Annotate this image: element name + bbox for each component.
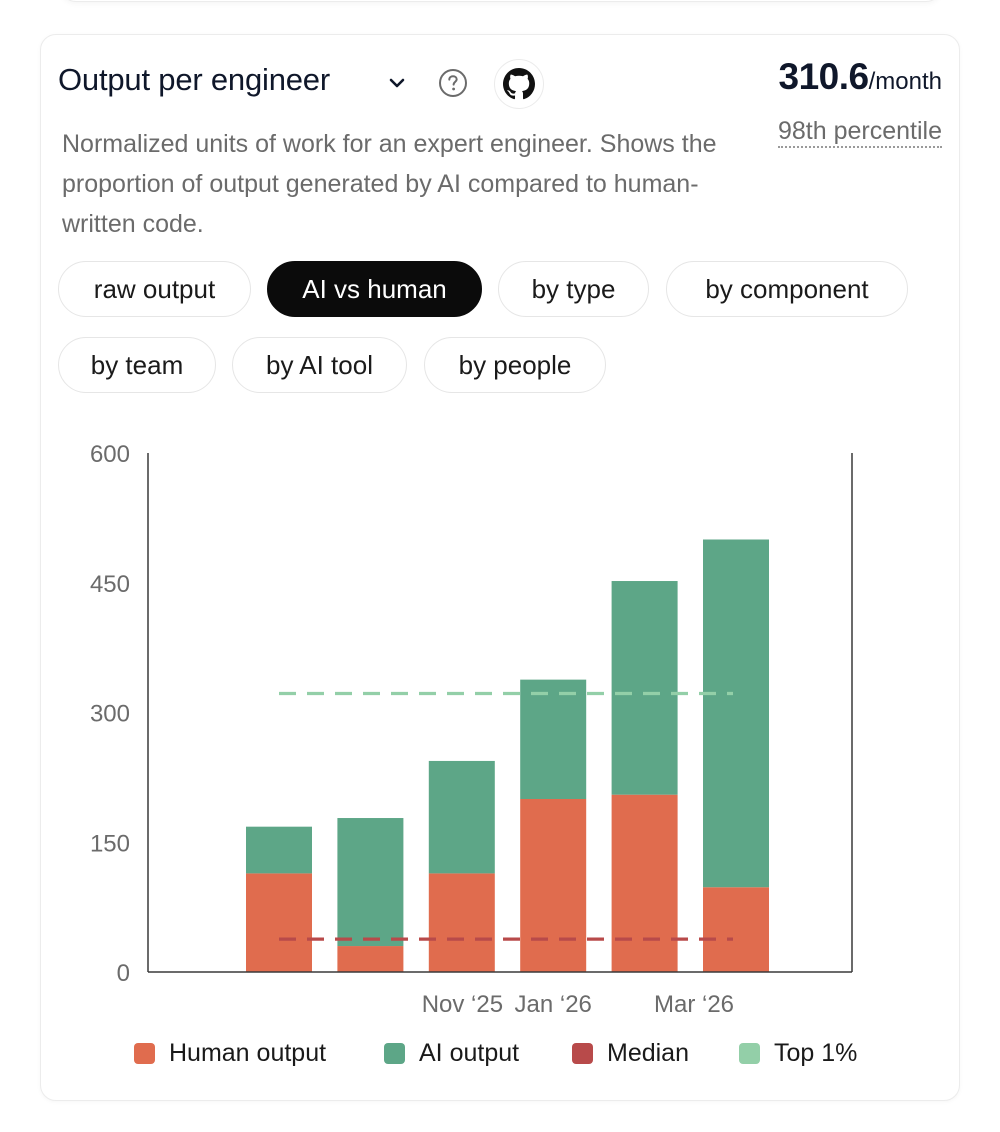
- bar-ai-output: [246, 826, 312, 874]
- legend-label: AI output: [419, 1038, 520, 1067]
- github-button[interactable]: [494, 59, 544, 109]
- tab-raw-output[interactable]: raw output: [58, 261, 251, 317]
- legend-swatch-median: [572, 1042, 593, 1064]
- bar-ai-output: [611, 581, 678, 795]
- y-tick-label: 450: [90, 571, 130, 598]
- bar-human-output: [337, 946, 404, 972]
- bar-ai-output: [703, 539, 769, 888]
- percentile-link[interactable]: 98th percentile: [777, 116, 942, 148]
- legend-label: Median: [607, 1038, 689, 1067]
- metric-unit: /month: [868, 68, 942, 95]
- legend-label: Top 1%: [774, 1038, 858, 1067]
- y-axis-ticks: 0 150 300 450 600: [90, 441, 130, 987]
- chevron-down-icon[interactable]: [384, 70, 410, 96]
- y-tick-label: 300: [90, 701, 130, 728]
- y-tick-label: 150: [90, 830, 130, 857]
- legend-median: Median: [572, 1038, 689, 1068]
- bars: [246, 539, 769, 972]
- bar-human-output: [611, 794, 678, 972]
- tab-by-team[interactable]: by team: [58, 337, 216, 393]
- x-tick-label: Nov ‘25: [422, 991, 503, 1018]
- x-tick-label: Mar ‘26: [654, 991, 734, 1018]
- bar-human-output: [246, 873, 312, 972]
- bar-ai-output: [428, 760, 495, 874]
- legend-label: Human output: [169, 1038, 327, 1067]
- legend-top-1: Top 1%: [739, 1038, 857, 1068]
- metric-number: 310.6: [778, 56, 870, 97]
- tab-by-ai-tool[interactable]: by AI tool: [232, 337, 407, 393]
- legend-swatch-ai: [384, 1042, 405, 1064]
- x-tick-label: Jan ‘26: [515, 991, 592, 1018]
- tab-by-type[interactable]: by type: [498, 261, 649, 317]
- github-icon: [503, 68, 535, 100]
- y-tick-label: 0: [117, 960, 130, 987]
- widget-title: Output per engineer: [58, 62, 330, 97]
- bar-human-output: [703, 887, 769, 972]
- metric-value: 310.6/month: [779, 56, 942, 98]
- axes: [147, 453, 853, 973]
- y-tick-label: 600: [90, 441, 130, 468]
- bar-human-output: [520, 799, 587, 972]
- question-circle-icon[interactable]: [438, 68, 468, 98]
- widget-description: Normalized units of work for an expert e…: [62, 130, 717, 238]
- output-per-engineer-card: [40, 34, 960, 1101]
- legend-human-output: Human output: [134, 1038, 326, 1068]
- legend-swatch-human: [134, 1042, 155, 1064]
- legend-ai-output: AI output: [384, 1038, 519, 1068]
- bar-ai-output: [337, 818, 404, 947]
- reference-lines: [279, 691, 733, 941]
- tab-by-people[interactable]: by people: [424, 337, 606, 393]
- tab-by-component[interactable]: by component: [666, 261, 908, 317]
- bar-human-output: [428, 873, 495, 972]
- tab-ai-vs-human[interactable]: AI vs human: [267, 261, 482, 317]
- bar-ai-output: [520, 679, 587, 799]
- legend-swatch-top1: [739, 1042, 760, 1064]
- x-axis-ticks: Nov ‘25 Jan ‘26 Mar ‘26: [422, 991, 734, 1018]
